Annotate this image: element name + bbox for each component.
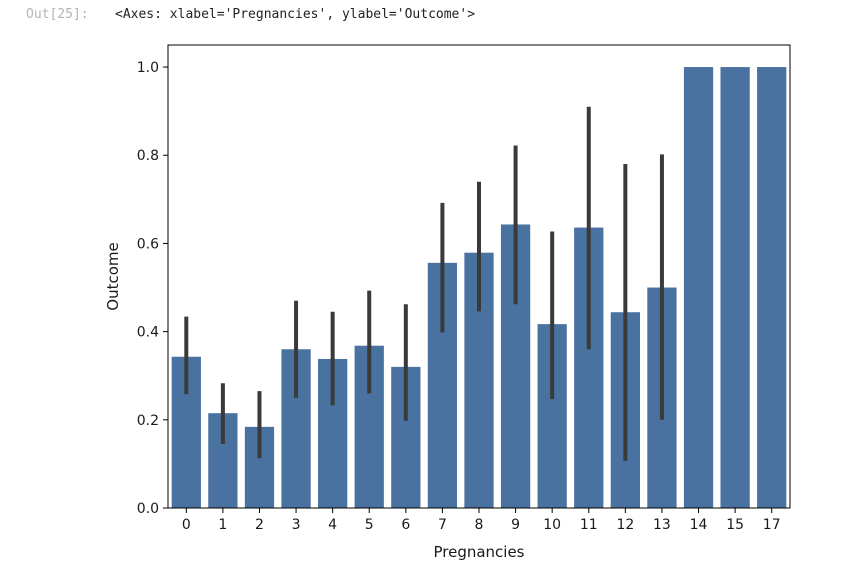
y-ticks: 0.0 0.2 0.4 0.6 0.8 1.0: [137, 60, 168, 517]
x-tick-label: 4: [328, 517, 337, 533]
y-tick-label: 0.8: [137, 148, 159, 164]
x-tick-label: 8: [475, 517, 484, 533]
x-tick-label: 7: [438, 517, 447, 533]
x-tick-label: 12: [616, 517, 634, 533]
output-text: <Axes: xlabel='Pregnancies', ylabel='Out…: [115, 7, 476, 22]
x-tick-label: 0: [182, 517, 191, 533]
x-tick-label: 5: [365, 517, 374, 533]
x-ticks: 0 1 2 3 4 5 6 7 8 9 10 11 12 13 14 15 17: [182, 508, 781, 533]
errorbars-layer: [184, 106, 664, 461]
bar-14: [683, 67, 714, 509]
y-tick-label: 0.6: [137, 236, 159, 252]
x-tick-label: 9: [511, 517, 520, 533]
x-tick-label: 10: [543, 517, 561, 533]
x-tick-label: 13: [653, 517, 671, 533]
y-tick-label: 1.0: [137, 60, 159, 76]
x-tick-label: 15: [726, 517, 744, 533]
x-tick-label: 6: [401, 517, 410, 533]
bar-17: [757, 67, 787, 509]
y-axis-label: Outcome: [104, 242, 122, 310]
x-tick-label: 11: [580, 517, 598, 533]
y-tick-label: 0.4: [137, 325, 159, 341]
x-tick-label: 2: [255, 517, 264, 533]
bars-layer: [171, 67, 787, 509]
y-tick-label: 0.2: [137, 413, 159, 429]
x-tick-label: 14: [690, 517, 708, 533]
y-tick-label: 0.0: [137, 501, 159, 517]
bar-15: [720, 67, 750, 509]
x-tick-label: 3: [292, 517, 301, 533]
x-tick-label: 17: [763, 517, 781, 533]
x-axis-label: Pregnancies: [433, 543, 524, 561]
output-prompt: Out[25]:: [26, 7, 89, 22]
x-tick-label: 1: [218, 517, 227, 533]
